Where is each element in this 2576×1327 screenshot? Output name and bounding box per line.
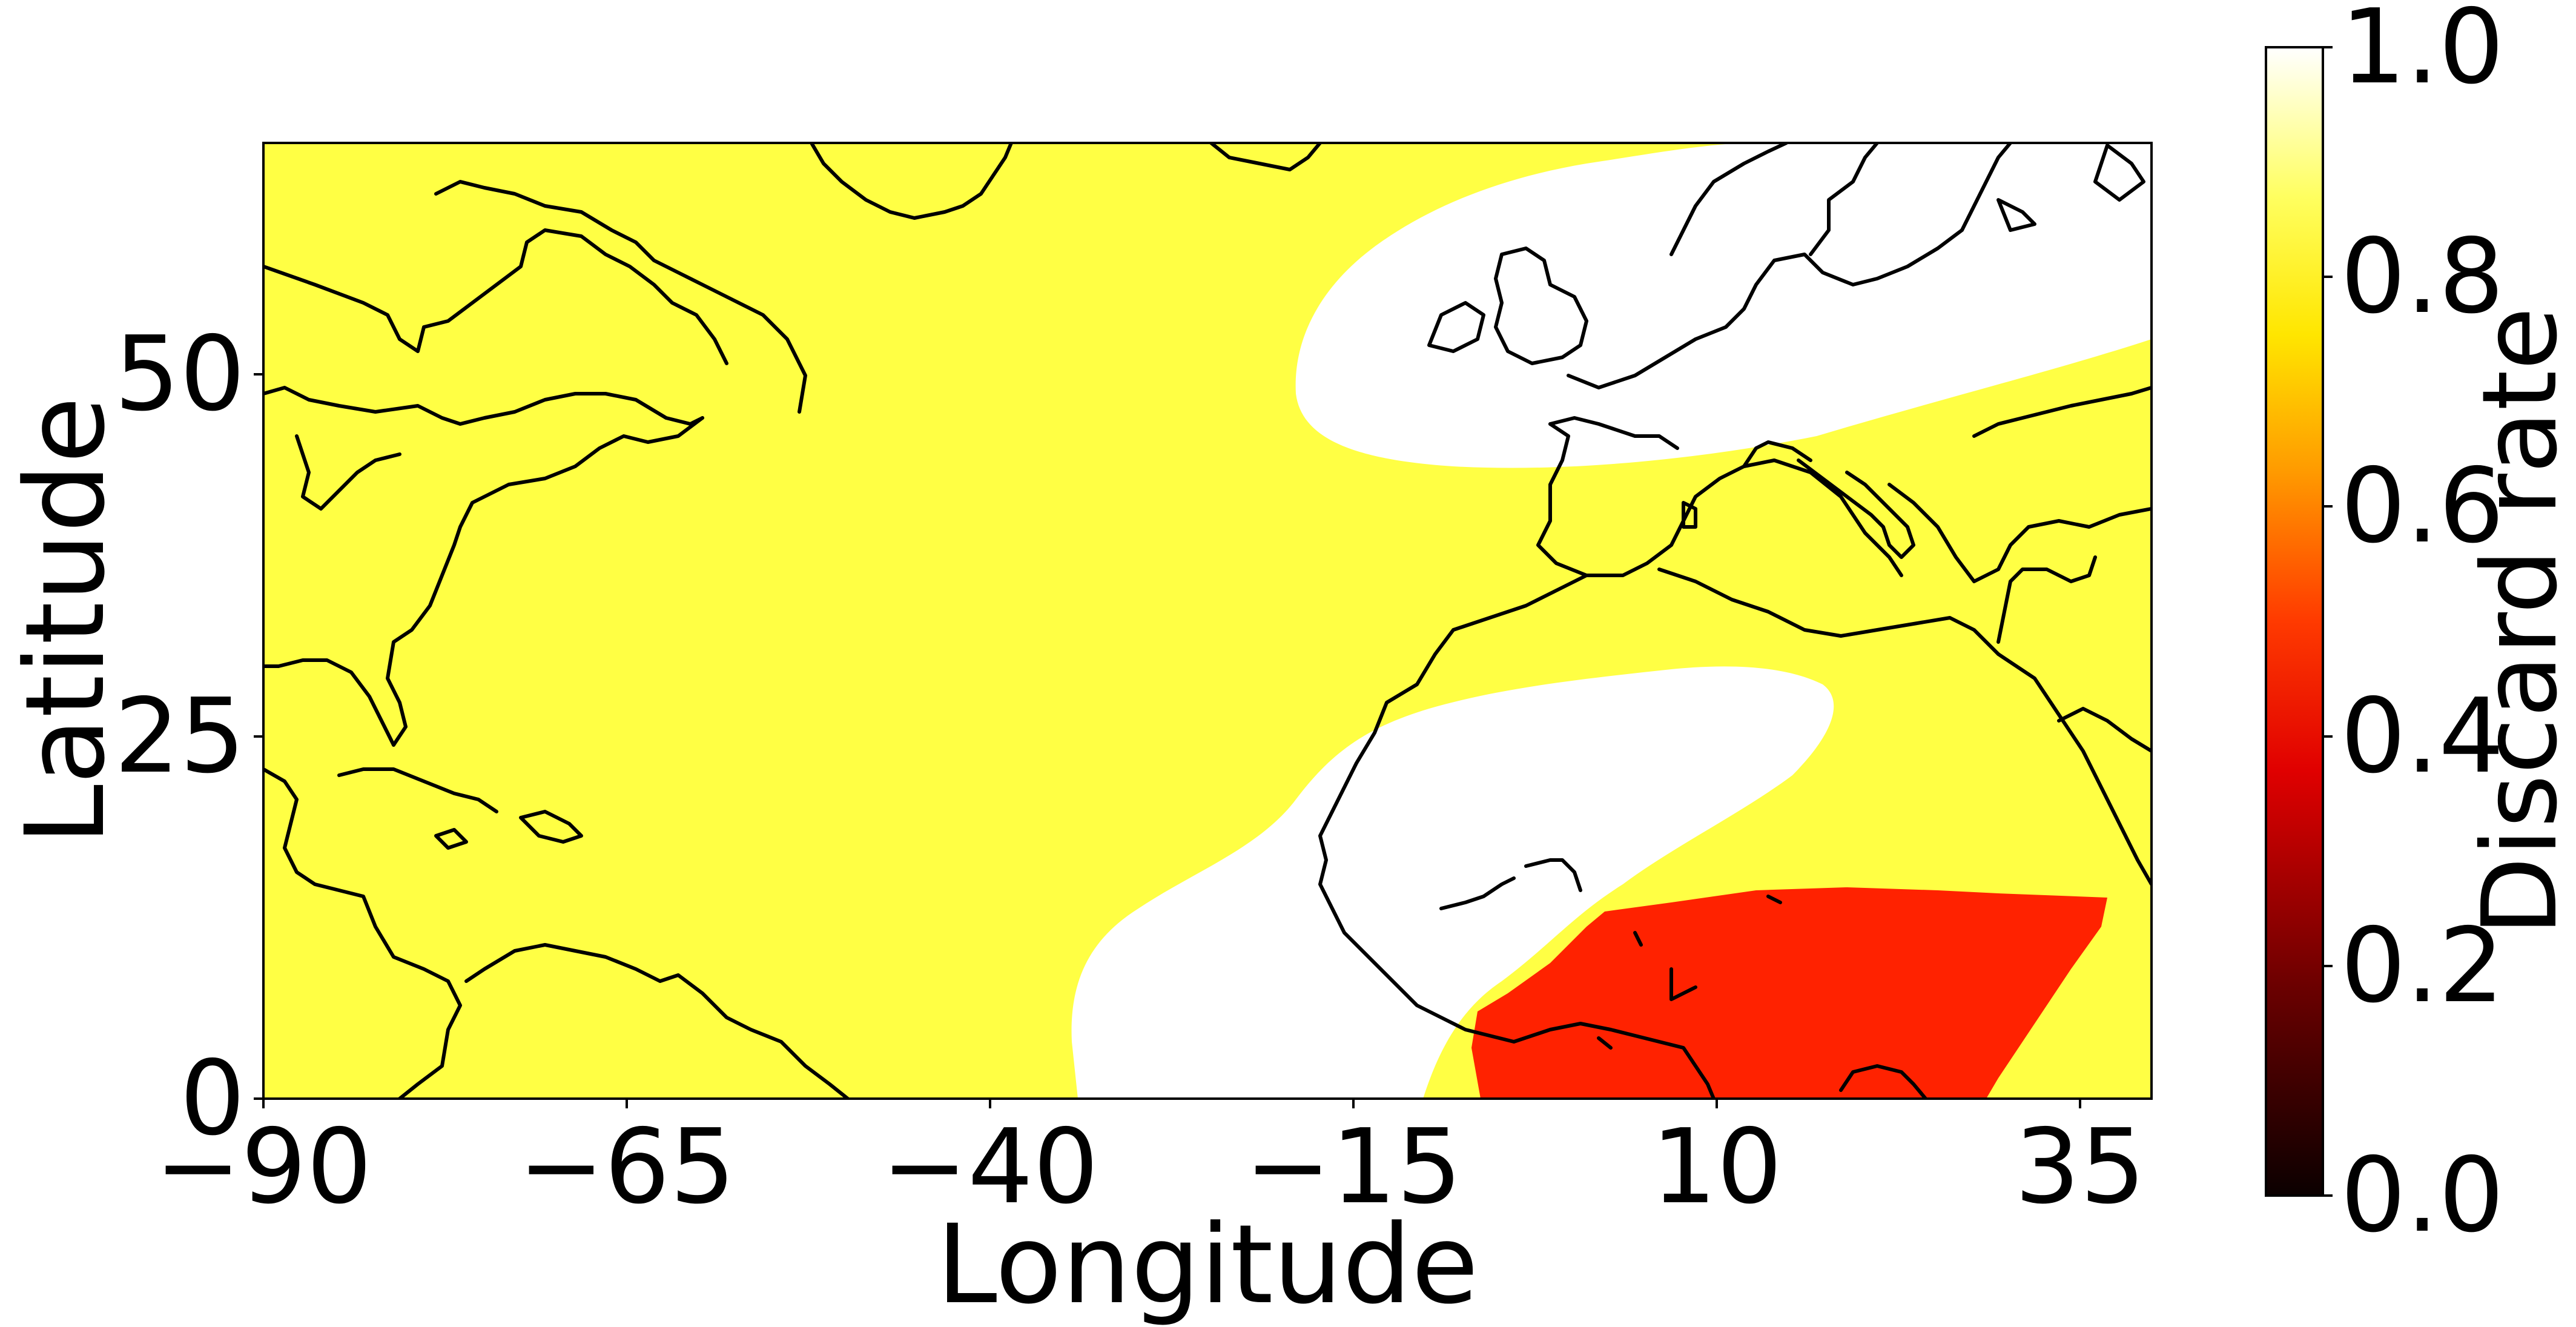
map-plot-area <box>263 143 2152 1099</box>
discard-rate-region-west-africa <box>1071 666 1834 1099</box>
colorbar-gradient <box>2265 46 2324 1197</box>
x-tick-label: 10 <box>1651 1107 1782 1227</box>
x-tick-label: −65 <box>518 1107 736 1227</box>
discard-rate-region-gulf-of-guinea <box>1471 887 2107 1099</box>
colorbar-label: Discard rate <box>2460 307 2576 936</box>
x-tick-labels: −90 −65 −40 −15 10 35 <box>155 1107 2146 1227</box>
x-tick-label: −40 <box>882 1107 1099 1227</box>
colorbar-tick-label: 0.4 <box>2340 677 2504 796</box>
x-tick-label: −90 <box>155 1107 372 1227</box>
x-axis-label: Longitude <box>936 1202 1478 1327</box>
discard-rate-region-europe <box>1295 143 2152 468</box>
y-axis-label: Latitude <box>2 397 129 846</box>
colorbar-tick-label: 0.6 <box>2340 446 2504 566</box>
colorbar: 0.0 0.2 0.4 0.6 0.8 1.0 Discard rate <box>2265 0 2576 1256</box>
plot-frame <box>262 142 2153 1100</box>
coastlines <box>263 143 2152 1099</box>
y-tick-labels: 0 25 50 <box>114 314 245 1159</box>
colorbar-tick-label: 0.8 <box>2340 217 2504 337</box>
colorbar-tick-label: 0.2 <box>2340 906 2504 1026</box>
y-tick-label: 0 <box>180 1039 245 1159</box>
x-tick-label: 35 <box>2015 1107 2145 1227</box>
y-tick-label: 50 <box>114 314 245 434</box>
y-tick-label: 25 <box>114 677 245 796</box>
colorbar-tick-label: 0.0 <box>2340 1136 2504 1256</box>
axis-ticks <box>254 373 2081 1108</box>
colorbar-tick-label: 1.0 <box>2340 0 2504 107</box>
x-tick-label: −15 <box>1245 1107 1462 1227</box>
